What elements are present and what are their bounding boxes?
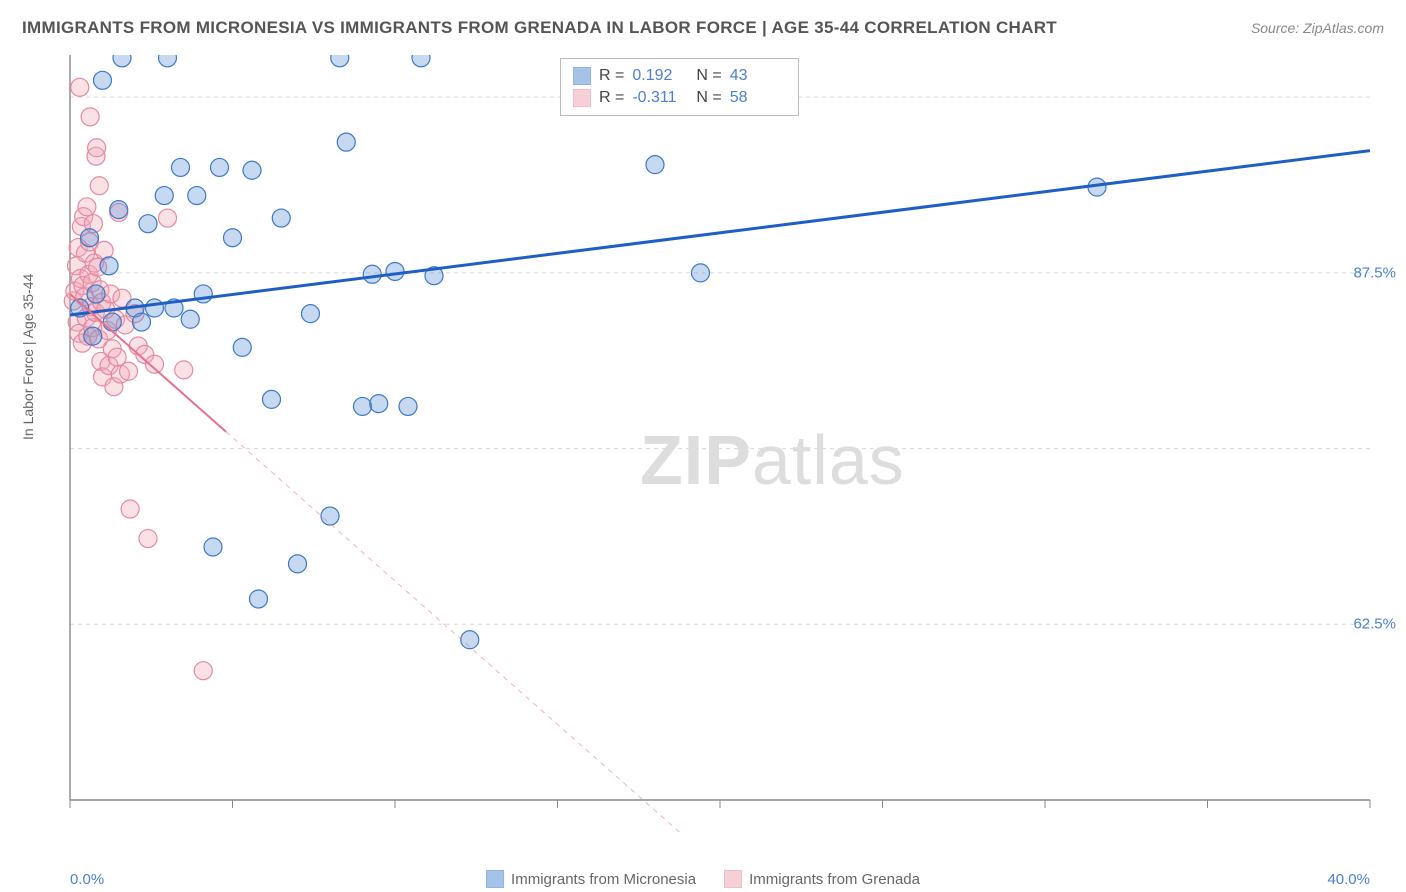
y-axis-label: In Labor Force | Age 35-44 xyxy=(20,274,36,440)
legend-swatch xyxy=(724,870,742,888)
info-swatch xyxy=(573,89,591,107)
x-tick-label: 40.0% xyxy=(1327,871,1370,888)
x-tick-label: 0.0% xyxy=(70,871,104,888)
n-label: N = xyxy=(696,67,721,85)
legend-label: Immigrants from Micronesia xyxy=(511,871,696,888)
r-label: R = xyxy=(599,89,624,107)
chart-title: IMMIGRANTS FROM MICRONESIA VS IMMIGRANTS… xyxy=(22,18,1057,38)
correlation-info-box: R = 0.192 N = 43R = -0.311 N = 58 xyxy=(560,58,799,116)
legend-item-grenada: Immigrants from Grenada xyxy=(724,870,920,888)
info-row-grenada: R = -0.311 N = 58 xyxy=(573,87,786,109)
info-row-micronesia: R = 0.192 N = 43 xyxy=(573,65,786,87)
legend-label: Immigrants from Grenada xyxy=(749,871,920,888)
info-swatch xyxy=(573,67,591,85)
r-value: -0.311 xyxy=(632,89,688,107)
n-label: N = xyxy=(696,89,721,107)
n-value: 43 xyxy=(730,67,786,85)
r-label: R = xyxy=(599,67,624,85)
legend-swatch xyxy=(486,870,504,888)
y-tick-label: 62.5% xyxy=(1353,616,1396,633)
r-value: 0.192 xyxy=(632,67,688,85)
watermark: ZIPatlas xyxy=(640,420,905,500)
legend-item-micronesia: Immigrants from Micronesia xyxy=(486,870,696,888)
n-value: 58 xyxy=(730,89,786,107)
y-tick-label: 87.5% xyxy=(1353,264,1396,281)
legend: Immigrants from Micronesia Immigrants fro… xyxy=(486,870,920,888)
source-attribution: Source: ZipAtlas.com xyxy=(1251,20,1384,36)
